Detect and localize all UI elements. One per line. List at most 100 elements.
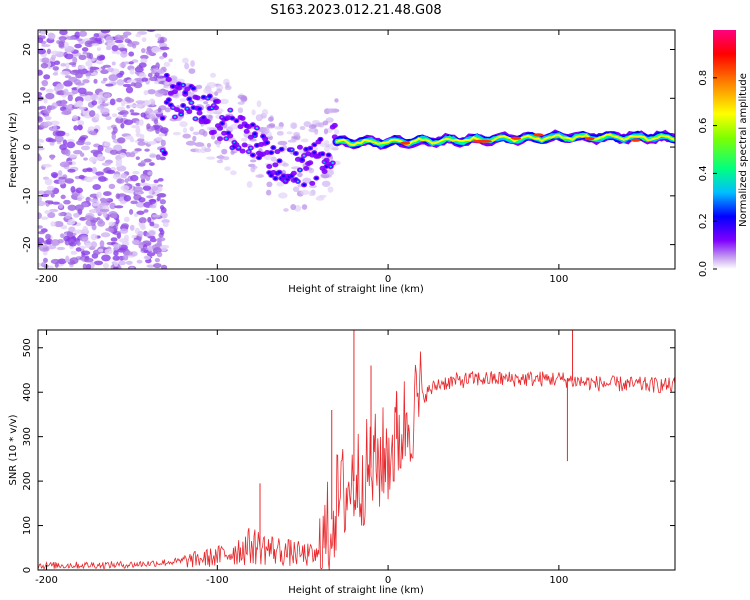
spectrogram-noise-blob xyxy=(73,150,83,155)
spectrogram-ridge-core xyxy=(273,177,277,180)
snr-axes: -200 -100 0 100 0 100 200 300 400 500 xyxy=(22,330,675,586)
spectrogram-noise-blob xyxy=(144,148,150,152)
spectrogram-ridge-blob xyxy=(178,109,185,115)
spectrogram-noise-blob xyxy=(146,123,151,130)
spectrogram-noise-blob xyxy=(327,117,332,122)
spectrogram-noise-blob xyxy=(134,148,142,152)
spectrogram-noise-blob xyxy=(38,212,42,220)
spectrogram-noise-blob xyxy=(118,260,126,266)
spectrogram-noise-blob xyxy=(64,53,74,60)
spectrogram-noise-blob xyxy=(86,52,92,59)
spectrogram-noise-blob xyxy=(111,133,116,140)
spectrogram-noise-blob xyxy=(133,82,143,89)
spectrogram-noise-blob xyxy=(41,44,51,48)
spectrogram-noise-blob xyxy=(267,116,274,122)
spectrogram-noise-blob xyxy=(147,89,156,95)
spectrogram-noise-blob xyxy=(46,185,55,191)
spectrogram-noise-blob xyxy=(128,61,134,65)
spectrogram-noise-blob xyxy=(114,40,124,44)
spectrogram-ridge-core xyxy=(251,153,255,157)
spectrogram-noise-blob xyxy=(146,264,155,268)
spectrogram-noise-blob xyxy=(296,172,303,178)
spectrogram-ridge-peak xyxy=(298,168,302,171)
spectrogram-y-tick-label: 20 xyxy=(22,43,33,56)
spectrogram-noise-blob xyxy=(151,185,159,192)
spectrogram-ridge-core xyxy=(177,82,181,86)
spectrogram-noise-blob xyxy=(136,210,145,215)
spectrogram-noise-blob xyxy=(78,174,85,180)
spectrogram-frame xyxy=(37,29,676,270)
spectrogram-hotspot xyxy=(630,138,641,142)
spectrogram-noise-blob xyxy=(308,124,317,129)
spectrogram-noise-blob xyxy=(157,184,164,188)
spectrogram-noise-blob xyxy=(155,128,160,134)
spectrogram-ridge-core xyxy=(304,148,308,151)
spectrogram-noise-blob xyxy=(76,140,85,146)
spectrogram-noise-blob xyxy=(266,181,273,188)
spectrogram-noise-blob xyxy=(42,250,48,256)
spectrogram-noise-blob xyxy=(109,98,116,106)
spectrogram-noise-blob xyxy=(89,198,98,202)
spectrogram-noise-blob xyxy=(147,72,153,78)
spectrogram-noise-blob xyxy=(39,244,48,248)
colorbar-gradient xyxy=(713,30,736,269)
spectrogram-noise-blob xyxy=(266,124,276,129)
spectrogram-ridge-core xyxy=(255,144,259,147)
spectrogram-noise-blob xyxy=(120,123,125,129)
chart-title: S163.2023.012.21.48.G08 xyxy=(270,3,441,18)
spectrogram-ridge-peak xyxy=(224,137,228,140)
spectrogram-noise-blob xyxy=(135,104,143,109)
spectrogram-ridge-blob xyxy=(186,109,193,115)
spectrogram-noise-blob xyxy=(40,30,46,37)
spectrogram-noise-blob xyxy=(159,46,170,51)
spectrogram-noise-blob xyxy=(110,237,118,242)
spectrogram-noise-blob xyxy=(182,127,188,134)
spectrogram-noise-blob xyxy=(66,139,75,143)
spectrogram-noise-blob xyxy=(286,131,293,135)
spectrogram-noise-blob xyxy=(72,69,81,73)
spectrogram-noise-blob xyxy=(95,96,101,100)
spectrogram-noise-blob xyxy=(270,156,277,162)
spectrogram-ridge-core xyxy=(312,151,316,154)
spectrogram-noise-blob xyxy=(120,172,128,179)
spectrogram-noise-blob xyxy=(300,138,309,143)
spectrogram-noise-blob xyxy=(42,163,52,168)
spectrogram-noise-blob xyxy=(249,159,257,163)
spectrogram-noise-blob xyxy=(278,192,288,199)
spectrogram-noise-blob xyxy=(159,127,169,134)
spectrogram-noise-blob xyxy=(38,154,41,161)
spectrogram-noise-blob xyxy=(172,131,181,136)
spectrogram-noise-blob xyxy=(115,50,121,55)
spectrogram-noise-blob xyxy=(116,178,125,184)
spectrogram-noise-blob xyxy=(159,199,166,205)
spectrogram-noise-blob xyxy=(303,121,312,127)
spectrogram-noise-blob xyxy=(192,135,197,142)
spectrogram-noise-blob xyxy=(156,240,162,247)
spectrogram-noise-blob xyxy=(63,41,69,49)
spectrogram-noise-blob xyxy=(195,148,202,153)
spectrogram-ridge-core xyxy=(265,141,269,144)
spectrogram-noise-blob xyxy=(112,255,121,261)
spectrogram-ridge-blob xyxy=(217,136,224,142)
snr-y-label: SNR (10 * v/v) xyxy=(8,414,19,485)
spectrogram-noise-blob xyxy=(133,213,139,218)
spectrogram-ridge-core xyxy=(314,176,318,180)
spectrogram-noise-blob xyxy=(97,98,103,105)
spectrogram-noise-blob xyxy=(38,200,46,207)
spectrogram-ridge-blob xyxy=(214,98,221,104)
spectrogram-noise-blob xyxy=(159,156,166,161)
spectrogram-noise-blob xyxy=(96,55,105,61)
spectrogram-ridge-blob xyxy=(165,76,172,82)
spectrogram-noise-blob xyxy=(158,133,166,137)
spectrogram-noise-blob xyxy=(65,255,70,263)
spectrogram-noise-blob xyxy=(120,223,129,229)
spectrogram-noise-blob xyxy=(78,136,87,141)
spectrogram-noise-blob xyxy=(41,57,50,64)
spectrogram-ridge-blob xyxy=(212,105,219,111)
spectrogram-noise-blob xyxy=(59,144,67,151)
spectrogram-noise-blob xyxy=(72,56,78,64)
spectrogram-noise-blob xyxy=(131,239,140,245)
spectrogram-noise-blob xyxy=(84,95,93,102)
spectrogram-noise-blob xyxy=(76,197,83,202)
spectrogram-noise-blob xyxy=(190,60,195,67)
